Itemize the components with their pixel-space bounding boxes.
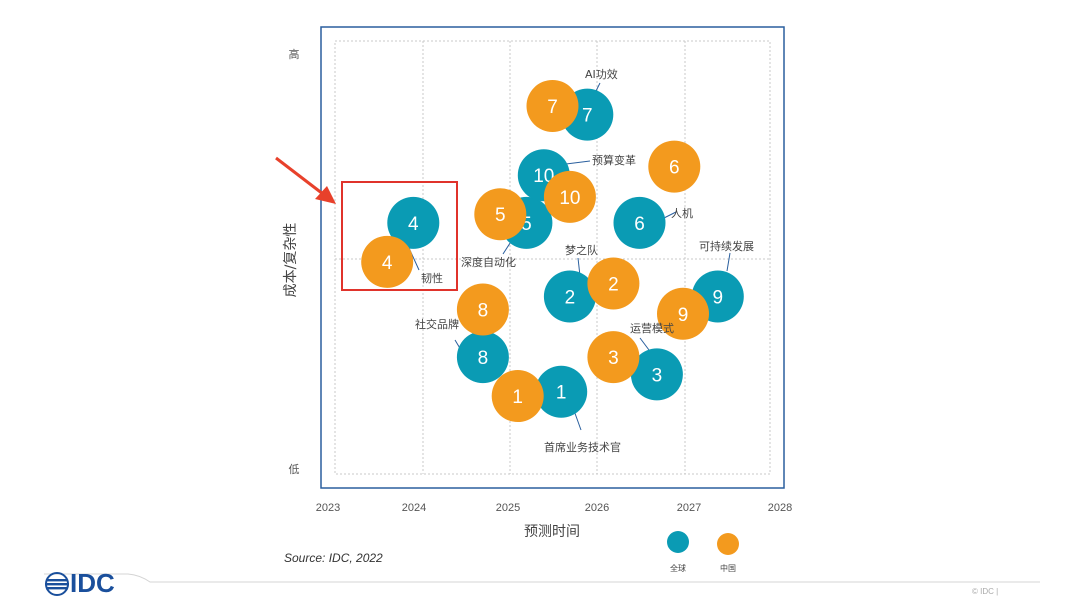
annotation-6: 人机 bbox=[671, 206, 693, 220]
x-tick-label: 2025 bbox=[496, 502, 520, 514]
global-bubble-6 bbox=[613, 196, 666, 249]
logo-globe-icon bbox=[45, 571, 69, 596]
leader-line-10 bbox=[565, 160, 591, 165]
china-bubble-7 bbox=[526, 79, 579, 132]
source-note: Source: IDC, 2022 bbox=[284, 551, 383, 565]
china-bubble-5 bbox=[474, 188, 527, 241]
annotation-3: 运营模式 bbox=[630, 321, 674, 335]
china-bubble-8 bbox=[456, 283, 509, 336]
china-bubble-label-1: 1 bbox=[512, 387, 523, 408]
footer-line bbox=[44, 573, 1040, 583]
plot-frame bbox=[320, 26, 785, 489]
china-bubble-label-9: 9 bbox=[678, 305, 689, 326]
annotation-4: 韧性 bbox=[421, 271, 443, 285]
highlight-box bbox=[341, 181, 458, 291]
global-bubble-label-1: 1 bbox=[556, 383, 567, 404]
global-bubble-label-4: 4 bbox=[408, 214, 419, 235]
leader-line-9 bbox=[726, 252, 731, 272]
annotation-10: 预算变革 bbox=[592, 153, 636, 167]
china-bubble-10 bbox=[543, 170, 596, 223]
china-bubble-6 bbox=[648, 140, 701, 193]
global-bubble-8 bbox=[456, 331, 509, 384]
idc-logo: IDC bbox=[44, 568, 115, 599]
y-axis-title: 成本/复杂性 bbox=[282, 223, 299, 298]
x-tick-label: 2023 bbox=[316, 502, 340, 514]
legend-marker-1 bbox=[717, 533, 739, 555]
china-bubble-label-6: 6 bbox=[669, 158, 680, 179]
china-bubble-label-10: 10 bbox=[559, 188, 580, 209]
global-bubble-label-2: 2 bbox=[565, 287, 576, 308]
x-tick-label: 2028 bbox=[768, 502, 792, 514]
annotation-2: 梦之队 bbox=[565, 243, 598, 257]
china-bubble-label-2: 2 bbox=[608, 274, 619, 295]
logo-text: IDC bbox=[70, 568, 115, 598]
annotation-9: 可持续发展 bbox=[699, 239, 754, 253]
global-bubble-1 bbox=[535, 365, 588, 418]
china-bubble-label-8: 8 bbox=[478, 300, 489, 321]
annotation-7: AI功效 bbox=[585, 67, 618, 81]
y-tick-high: 高 bbox=[289, 47, 300, 61]
china-bubble-label-5: 5 bbox=[495, 205, 506, 226]
china-bubble-2 bbox=[587, 257, 640, 310]
inner-grid-box bbox=[334, 40, 771, 475]
china-bubble-9 bbox=[657, 287, 709, 340]
global-bubble-3 bbox=[630, 348, 683, 401]
china-bubble-label-4: 4 bbox=[382, 253, 393, 274]
china-bubble-label-3: 3 bbox=[608, 348, 619, 369]
highlight-arrow-shaft bbox=[275, 156, 324, 196]
x-tick-label: 2027 bbox=[677, 502, 701, 514]
china-bubble-1 bbox=[491, 370, 544, 423]
annotation-8: 社交品牌 bbox=[415, 317, 459, 331]
x-tick-label: 2024 bbox=[402, 502, 426, 514]
global-bubble-label-7: 7 bbox=[582, 106, 593, 127]
x-tick-label: 2026 bbox=[585, 502, 609, 514]
legend-label-0: 全球 bbox=[670, 563, 686, 573]
china-bubble-4 bbox=[361, 235, 414, 288]
china-bubble-label-7: 7 bbox=[547, 97, 558, 118]
copyright: © IDC | bbox=[972, 587, 999, 596]
highlight-arrow-head bbox=[315, 186, 336, 204]
legend-marker-0 bbox=[667, 531, 689, 553]
global-bubble-label-9: 9 bbox=[713, 287, 724, 308]
global-bubble-label-5: 5 bbox=[521, 214, 532, 235]
legend-label-1: 中国 bbox=[720, 563, 736, 573]
leader-line-3 bbox=[639, 337, 650, 351]
global-bubble-label-3: 3 bbox=[652, 365, 663, 386]
global-bubble-label-6: 6 bbox=[634, 214, 645, 235]
china-bubble-3 bbox=[587, 331, 640, 384]
x-axis-title: 预测时间 bbox=[524, 524, 580, 540]
y-tick-low: 低 bbox=[289, 463, 300, 476]
global-bubble-label-8: 8 bbox=[478, 348, 489, 369]
annotation-5: 深度自动化 bbox=[461, 255, 516, 269]
annotation-1: 首席业务技术官 bbox=[544, 440, 621, 454]
global-bubble-2 bbox=[543, 270, 596, 323]
global-bubble-4 bbox=[387, 196, 440, 249]
